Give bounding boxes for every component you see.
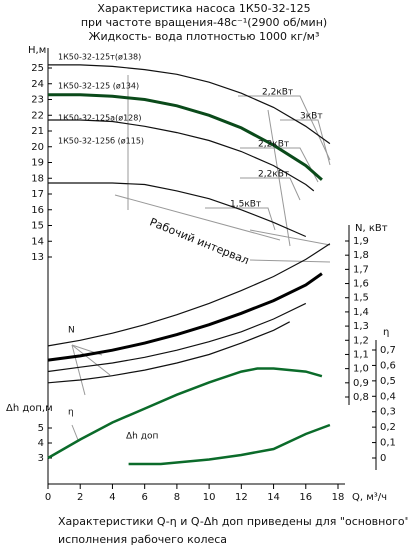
- h-tick-label: 18: [31, 173, 44, 184]
- x-tick-label: 6: [141, 492, 147, 503]
- h-tick-label: 14: [31, 236, 44, 247]
- annotation: 3кВт: [300, 112, 323, 122]
- annotation: 2,2кВт: [262, 88, 293, 98]
- x-tick-label: 0: [45, 492, 51, 503]
- footer-line: Характеристики Q-η и Q-Δh доп приведены …: [58, 515, 408, 528]
- eta-tick-label: 0,7: [380, 345, 396, 356]
- h-tick-label: 13: [31, 252, 44, 263]
- eta-tick-label: 0,4: [380, 391, 396, 402]
- annotation: η: [68, 408, 74, 418]
- x-tick-label: 8: [174, 492, 180, 503]
- h-tick-label: 24: [31, 79, 44, 90]
- h-tick-label: 19: [31, 158, 44, 169]
- annotation: 1,5кВт: [230, 200, 261, 210]
- n-tick-label: 0,8: [353, 392, 369, 403]
- annotation: 2,2кВт: [258, 170, 289, 180]
- limit-lines: [71, 75, 331, 441]
- curve: [47, 367, 323, 460]
- n-tick-label: 1,6: [353, 279, 369, 290]
- n-tick-label: 0,9: [353, 378, 369, 389]
- n-tick-label: 1,8: [353, 250, 369, 261]
- eta-tick-label: 0,1: [380, 438, 396, 449]
- x-tick-label: 14: [267, 492, 280, 503]
- title-line: при частоте вращения-48с⁻¹(2900 об/мин): [81, 16, 327, 29]
- curve: [48, 93, 323, 181]
- curve-label: 1К50-32-125 (ø134): [58, 82, 139, 91]
- x-tick-label: 2: [77, 492, 83, 503]
- curve: [47, 243, 331, 347]
- h-tick-label: 16: [31, 205, 44, 216]
- curve: [48, 64, 331, 145]
- n-tick-label: 1,3: [353, 321, 369, 332]
- curve: [47, 321, 290, 384]
- dh-tick-label: 3: [38, 453, 44, 464]
- n-tick-label: 1,9: [353, 236, 369, 247]
- dh-axis-label: Δh доп,м: [6, 403, 53, 414]
- n-tick-label: 1,2: [353, 335, 369, 346]
- eta-tick-label: 0,5: [380, 376, 396, 387]
- curve: [47, 302, 307, 373]
- eta-tick-label: 0,6: [380, 360, 396, 371]
- eta-tick-label: 0: [380, 453, 386, 464]
- annotation: Рабочий интервал: [148, 216, 251, 268]
- dh-tick-label: 4: [38, 438, 44, 449]
- x-tick-label: 12: [235, 492, 248, 503]
- n-tick-label: 1,0: [353, 364, 369, 375]
- h-tick-label: 22: [31, 110, 44, 121]
- eta-tick-label: 0,3: [380, 407, 396, 418]
- dh-tick-label: 5: [38, 423, 44, 434]
- x-tick-label: 10: [203, 492, 216, 503]
- x-tick-label: 18: [332, 492, 345, 503]
- curve: [48, 182, 307, 238]
- eta-tick-label: 0,2: [380, 422, 396, 433]
- h-tick-label: 25: [31, 63, 44, 74]
- h-tick-label: 17: [31, 189, 44, 200]
- footer-line: исполнения рабочего колеса: [58, 533, 227, 546]
- annotation: N: [68, 326, 75, 336]
- h-tick-label: 21: [31, 126, 44, 137]
- x-tick-label: 16: [299, 492, 312, 503]
- n-axis-label: N, кВт: [355, 223, 388, 234]
- curve-label: 1К50-32-125а(ø128): [58, 114, 141, 123]
- eta-axis-label: η: [383, 327, 389, 338]
- annotation: 2,2кВт: [258, 140, 289, 150]
- h-tick-label: 20: [31, 142, 44, 153]
- x-axis-label: Q, м³/ч: [352, 492, 387, 503]
- curve-label: 1К50-32-125т(ø138): [58, 53, 141, 62]
- h-axis-label: Н,м: [28, 45, 46, 56]
- h-tick-label: 15: [31, 221, 44, 232]
- n-tick-label: 1,5: [353, 293, 369, 304]
- h-tick-label: 23: [31, 95, 44, 106]
- title-line: Характеристика насоса 1К50-32-125: [97, 2, 310, 15]
- annotation: Δh доп: [126, 432, 158, 442]
- n-tick-label: 1,1: [353, 349, 369, 360]
- curve: [47, 272, 323, 362]
- curve: [48, 119, 315, 192]
- curve: [128, 423, 331, 466]
- title-line: Жидкость- вода плотностью 1000 кг/м³: [89, 30, 320, 43]
- n-tick-label: 1,4: [353, 307, 369, 318]
- n-tick-label: 1,7: [353, 264, 369, 275]
- curve-label: 1К50-32-125б (ø115): [58, 137, 144, 146]
- x-tick-label: 4: [109, 492, 115, 503]
